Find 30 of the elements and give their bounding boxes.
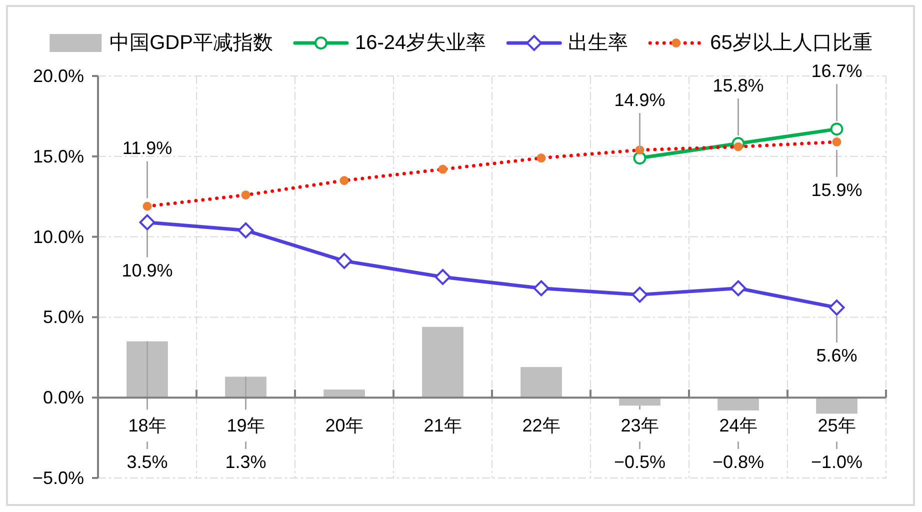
- x-tick-label: 21年: [424, 416, 462, 436]
- data-label: 11.9%: [122, 138, 172, 158]
- x-tick-label: 20年: [325, 416, 364, 436]
- y-tick-label: 0.0%: [42, 388, 84, 408]
- y-tick-label: −5.0%: [32, 468, 84, 488]
- x-tick-label: 18年: [128, 416, 166, 436]
- data-label: 14.9%: [614, 90, 666, 110]
- y-tick-label: 5.0%: [42, 307, 84, 328]
- data-label: 10.9%: [122, 260, 173, 280]
- x-tick-label: 19年: [226, 416, 265, 436]
- data-label: −0.8%: [712, 452, 764, 472]
- x-tick-label: 25年: [818, 416, 856, 436]
- x-tick-label: 23年: [620, 416, 659, 436]
- legend-label: 16-24岁失业率: [354, 32, 486, 54]
- y-tick-label: 10.0%: [32, 226, 84, 247]
- data-label: 1.3%: [225, 452, 266, 472]
- y-tick-label: 15.0%: [32, 146, 84, 166]
- legend-label: 出生率: [568, 32, 628, 54]
- data-label: 15.9%: [811, 180, 862, 200]
- legend-label: 65岁以上人口比重: [710, 32, 872, 54]
- x-tick-label: 22年: [522, 416, 560, 436]
- data-label: −1.0%: [810, 452, 863, 472]
- data-label: −0.5%: [614, 452, 666, 472]
- legend-label: 中国GDP平减指数: [110, 32, 273, 54]
- data-label: 16.7%: [811, 61, 862, 82]
- data-label: 15.8%: [712, 76, 764, 96]
- data-label: 5.6%: [816, 346, 858, 366]
- data-label: 3.5%: [126, 452, 168, 472]
- x-tick-label: 24年: [719, 416, 758, 436]
- y-tick-label: 20.0%: [32, 66, 84, 86]
